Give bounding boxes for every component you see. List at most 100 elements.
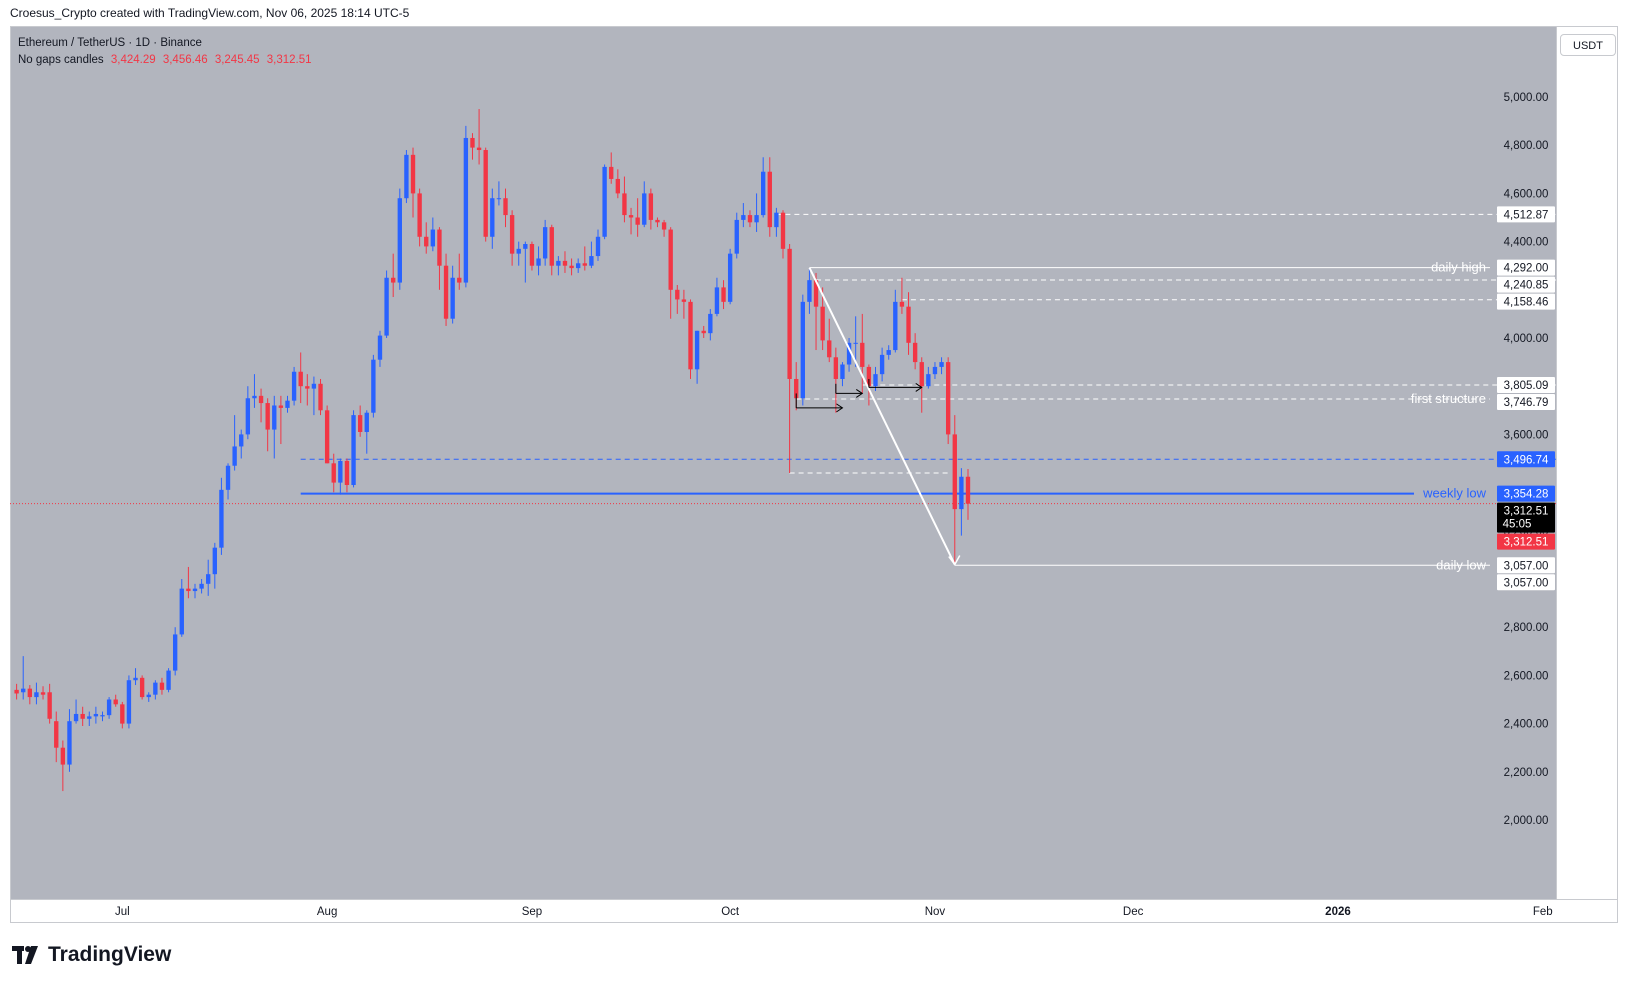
candle-body	[397, 198, 402, 283]
level-label-daily-low: daily low	[1436, 557, 1486, 572]
level-label-daily-high: daily high	[1431, 260, 1486, 275]
candle-body	[172, 634, 178, 671]
candle-body	[483, 150, 488, 237]
candle-body	[609, 166, 614, 179]
candle-body	[496, 198, 502, 200]
candle-body	[80, 713, 85, 719]
plot-area[interactable]	[10, 26, 1556, 899]
candle-body	[794, 378, 799, 399]
candle-body	[549, 227, 554, 266]
candle-body	[774, 212, 779, 228]
candle-body	[886, 350, 891, 355]
candle-body	[721, 287, 726, 302]
candle-body	[206, 574, 211, 584]
candle-body	[582, 263, 587, 266]
price-tag-box	[1497, 393, 1555, 410]
candle-body	[305, 386, 310, 389]
candle-body	[642, 193, 647, 225]
candle-body	[542, 227, 548, 259]
candle-body	[404, 154, 409, 199]
candle-body	[899, 301, 905, 307]
structure-arrowhead	[836, 403, 844, 413]
price-tick-label: 4,000.00	[1504, 333, 1549, 345]
symbol-title: Ethereum / TetherUS · 1D · Binance	[18, 37, 202, 49]
candle-body	[509, 215, 515, 254]
candle-body	[556, 260, 561, 266]
candle-body	[879, 354, 885, 375]
candle-body	[714, 287, 720, 314]
candle-body	[159, 682, 165, 690]
candle-mode: No gaps candles	[18, 54, 104, 66]
candle-body	[377, 335, 383, 360]
tradingview-logo[interactable]: TradingView	[12, 943, 171, 967]
candle-body	[40, 692, 46, 695]
candle-body	[569, 265, 574, 269]
candle-body	[615, 178, 621, 194]
candle-body	[106, 699, 112, 716]
candle-body	[919, 362, 924, 387]
price-tick-label: 3,600.00	[1504, 429, 1549, 441]
price-axis[interactable]	[1556, 26, 1618, 899]
candle-body	[490, 198, 495, 237]
currency-button[interactable]: USDT	[1560, 34, 1616, 56]
price-tag-label: 3,805.09	[1504, 380, 1549, 392]
price-tick-label: 2,200.00	[1504, 767, 1549, 779]
candle-body	[734, 219, 739, 254]
price-tag-label: 4,240.85	[1504, 280, 1549, 292]
candle-body	[860, 342, 865, 367]
ohlc-close: 3,312.51	[266, 54, 312, 66]
candle-body	[536, 258, 541, 266]
candle-body	[133, 677, 138, 681]
candle-body	[265, 403, 270, 430]
candle-body	[87, 716, 92, 719]
candle-body	[840, 364, 845, 379]
candle-body	[258, 395, 264, 404]
candle-body	[232, 446, 237, 466]
time-tick-label: Nov	[925, 906, 946, 918]
time-tick-label: Aug	[317, 906, 337, 918]
candle-body	[576, 263, 581, 269]
candle-body	[225, 465, 231, 490]
price-tick-label: 2,000.00	[1504, 815, 1549, 827]
candle-body	[318, 383, 323, 411]
level-label-weekly-low: weekly low	[1422, 486, 1486, 501]
candle-body	[14, 689, 19, 694]
ohlc-open: 3,424.29	[110, 54, 156, 66]
trend-diagonal	[808, 267, 956, 565]
time-tick-label: Feb	[1533, 906, 1553, 918]
candle-body	[470, 137, 475, 148]
ohlc-low: 3,245.45	[214, 54, 260, 66]
chart-attribution: Croesus_Crypto created with TradingView.…	[10, 6, 410, 20]
candle-body	[199, 583, 204, 589]
candle-body	[285, 400, 290, 408]
candle-body	[827, 340, 832, 358]
candle-body	[463, 137, 469, 283]
candle-body	[291, 371, 297, 401]
candle-body	[67, 721, 72, 765]
price-tag-label: 3,312.51	[1504, 537, 1549, 549]
candle-body	[417, 193, 422, 237]
brand-name: TradingView	[48, 943, 172, 966]
ohlc-row: No gaps candles 3,424.29 3,456.46 3,245.…	[18, 52, 312, 69]
candle-body	[833, 357, 839, 379]
candle-body	[628, 215, 634, 218]
candle-body	[648, 193, 654, 220]
price-tag-box	[1497, 276, 1555, 293]
price-tag-label: 3,354.28	[1504, 489, 1549, 501]
candle-body	[219, 489, 224, 548]
candle-body	[27, 688, 33, 698]
candle-body	[120, 704, 125, 724]
candle-body	[503, 198, 508, 216]
candle-body	[47, 692, 52, 719]
candle-body	[708, 313, 713, 334]
tradingview-logo-icon	[12, 946, 38, 964]
candle-body	[893, 301, 898, 351]
time-axis[interactable]	[10, 899, 1618, 923]
candle-body	[767, 171, 772, 228]
candle-body	[192, 588, 198, 592]
candle-body	[364, 412, 369, 432]
candle-body	[820, 306, 825, 341]
candle-body	[959, 476, 964, 510]
candle-body	[800, 301, 806, 399]
